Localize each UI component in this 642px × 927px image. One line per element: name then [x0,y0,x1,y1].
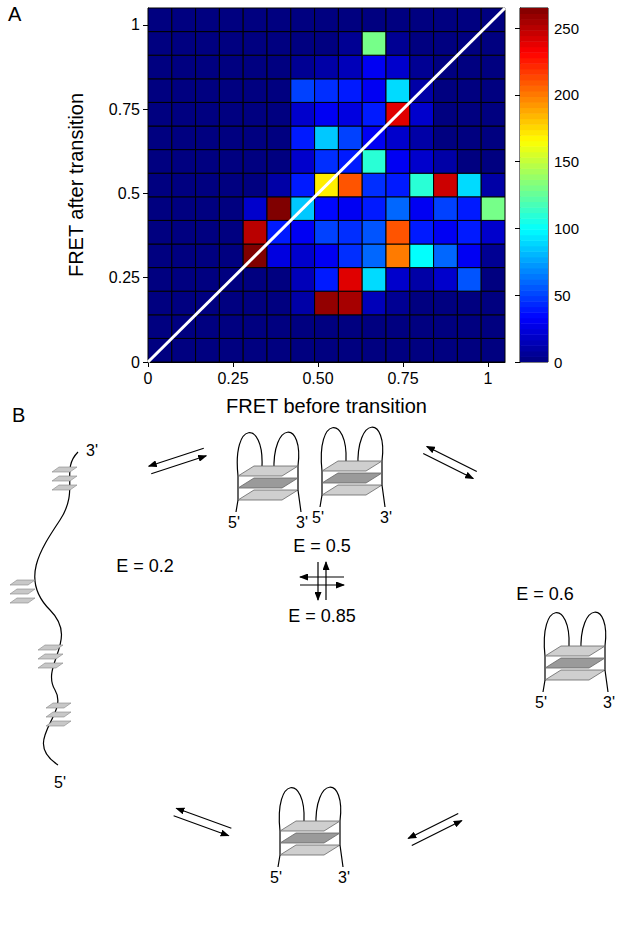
svg-text:200: 200 [554,86,579,103]
svg-text:3': 3' [296,514,308,531]
svg-text:5': 5' [54,774,66,791]
svg-text:E = 0.5: E = 0.5 [293,536,351,556]
svg-text:1: 1 [484,370,493,387]
svg-text:0.25: 0.25 [109,269,140,286]
svg-text:B: B [12,404,25,426]
svg-text:5': 5' [228,514,240,531]
svg-text:5': 5' [535,694,547,711]
svg-text:3': 3' [86,442,98,459]
svg-text:0.5: 0.5 [118,185,140,202]
svg-text:0.75: 0.75 [387,370,418,387]
svg-text:100: 100 [554,220,579,237]
svg-text:1: 1 [131,16,140,33]
svg-text:0.75: 0.75 [109,101,140,118]
svg-text:E = 0.6: E = 0.6 [516,584,574,604]
svg-text:5': 5' [270,869,282,886]
svg-text:5': 5' [312,509,324,526]
svg-text:A: A [8,3,22,25]
svg-text:FRET after transition: FRET after transition [65,93,87,277]
svg-text:150: 150 [554,153,579,170]
svg-text:3': 3' [338,869,350,886]
svg-text:E = 0.85: E = 0.85 [288,606,356,626]
svg-text:50: 50 [554,287,571,304]
svg-text:0: 0 [131,354,140,371]
svg-text:3': 3' [380,509,392,526]
svg-text:0: 0 [144,370,153,387]
svg-text:FRET before transition: FRET before transition [226,395,427,417]
svg-text:250: 250 [554,20,579,37]
svg-text:0.25: 0.25 [217,370,248,387]
svg-text:0: 0 [554,354,562,371]
svg-text:E = 0.2: E = 0.2 [116,556,174,576]
svg-text:3': 3' [603,694,615,711]
svg-text:0.50: 0.50 [302,370,333,387]
